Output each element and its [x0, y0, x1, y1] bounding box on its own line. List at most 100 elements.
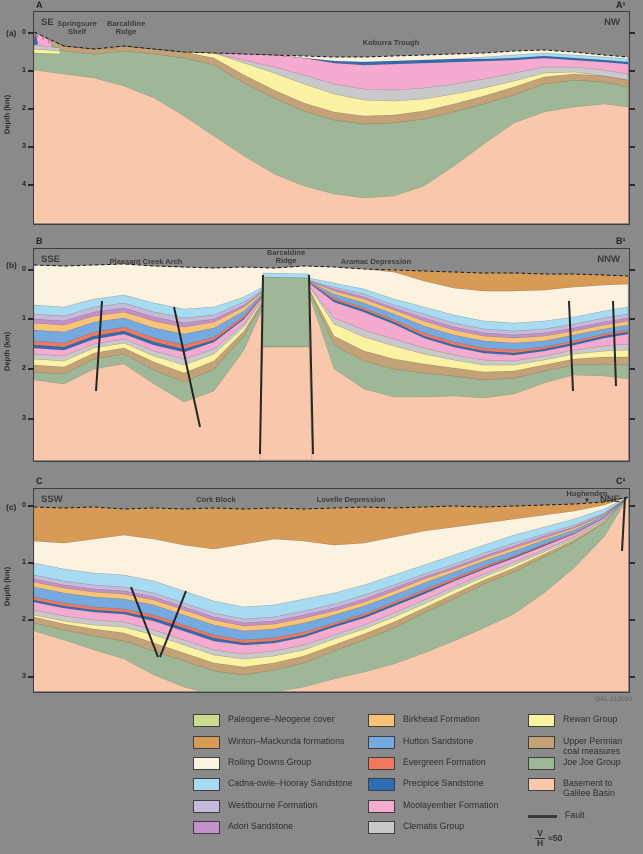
depth-axis-label-b: Depth (km) — [2, 331, 12, 372]
panel-tag-b: (b) — [6, 260, 17, 270]
legend-item-rewan: Rewan Group — [528, 714, 617, 727]
legend-label: Rewan Group — [563, 714, 618, 724]
depth-tick-mark — [28, 562, 34, 564]
depth-tick-mark — [629, 619, 635, 621]
depth-tick-mark — [28, 318, 34, 320]
legend-swatch-paleogene — [193, 714, 220, 727]
depth-tick-mark — [28, 368, 34, 370]
legend-label: Westbourne Formation — [228, 800, 318, 810]
depth-tick-mark — [28, 32, 34, 34]
depth-tick-mark — [28, 108, 34, 110]
transect-start-a: A — [36, 0, 43, 10]
legend-item-paleogene: Paleogene–Neogene cover — [193, 714, 335, 727]
geology-svg-b — [34, 249, 628, 460]
legend-label: Evergreen Formation — [403, 757, 486, 767]
legend-swatch-joe_joe — [528, 757, 555, 770]
legend-item-moolayember: Moolayember Formation — [368, 800, 498, 813]
legend-label: Upper Permian coal measures — [563, 736, 623, 756]
geology-svg-a — [34, 12, 628, 223]
legend-swatch-westbourne — [193, 800, 220, 813]
feature-label-koburra-trough: Koburra Trough — [362, 38, 420, 47]
legend-item-cadna: Cadna-owie–Hooray Sandstone — [193, 778, 353, 791]
direction-label-sse: SSE — [41, 254, 61, 265]
depth-tick-mark — [629, 32, 635, 34]
cross-section-c: SSW NNE Cork Block Lovelle Depression Hugh… — [33, 488, 630, 693]
direction-label-nne: NNE — [599, 494, 620, 505]
depth-tick-mark — [629, 676, 635, 678]
legend-item-birkhead: Birkhead Formation — [368, 714, 480, 727]
feature-label-lovelle-depression: Lovelle Depression — [316, 495, 386, 504]
depth-axis-label-c: Depth (km) — [2, 566, 12, 607]
legend-item-fault: Fault — [528, 810, 585, 821]
depth-tick-mark — [28, 146, 34, 148]
legend-label: Joe Joe Group — [563, 757, 621, 767]
legend-label: Fault — [565, 810, 585, 820]
depth-tick-mark — [629, 368, 635, 370]
depth-tick-label: 3 — [21, 671, 26, 680]
legend-swatch-rolling_downs — [193, 757, 220, 770]
cross-section-b: SSE NNW Pleasant Creek Arch Barcaldine Rid… — [33, 248, 630, 462]
legend-item-evergreen: Evergreen Formation — [368, 757, 486, 770]
legend-item-hutton: Hutton Sandstone — [368, 736, 473, 749]
legend-item-clematis: Clematis Group — [368, 821, 464, 834]
legend-label: Clematis Group — [403, 821, 465, 831]
transect-end-c: C¹ — [616, 476, 626, 486]
legend-label: Winton–Mackunda formations — [228, 736, 345, 746]
legend-swatch-winton — [193, 736, 220, 749]
feature-label-barcaldine-ridge: Barcaldine Ridge — [266, 248, 306, 265]
depth-tick-label: 4 — [21, 179, 26, 188]
transect-end-a: A¹ — [616, 0, 626, 10]
depth-tick-label: 1 — [21, 65, 26, 74]
legend-item-westbourne: Westbourne Formation — [193, 800, 317, 813]
geology-svg-c — [34, 489, 628, 691]
panel-tag-c: (c) — [6, 502, 17, 512]
scale-denominator: H — [537, 837, 544, 848]
legend-item-rolling_downs: Rolling Downs Group — [193, 757, 311, 770]
scale-numerator: V — [535, 829, 546, 839]
direction-label-se: SE — [41, 17, 54, 28]
depth-tick-mark — [629, 184, 635, 186]
legend-item-joe_joe: Joe Joe Group — [528, 757, 621, 770]
depth-tick-mark — [28, 184, 34, 186]
legend-label: Precipice Sandstone — [403, 778, 484, 788]
transect-start-c: C — [36, 476, 43, 486]
legend-label: Paleogene–Neogene cover — [228, 714, 335, 724]
legend-swatch-cadna — [193, 778, 220, 791]
legend-swatch-hutton — [368, 736, 395, 749]
legend-swatch-birkhead — [368, 714, 395, 727]
legend-item-precipice: Precipice Sandstone — [368, 778, 484, 791]
vertical-exaggeration-note: V H ≈50 — [535, 829, 562, 847]
depth-tick-mark — [629, 70, 635, 72]
figure-number: GAL-212020 — [595, 696, 632, 703]
cross-section-a: SE NW Springsure Shelf Barcaldine Ridge Kobu… — [33, 11, 630, 225]
feature-label-hughenden: Hughenden ▼ — [566, 489, 608, 504]
depth-tick-mark — [28, 269, 34, 271]
legend-item-winton: Winton–Mackunda formations — [193, 736, 344, 749]
depth-tick-mark — [629, 562, 635, 564]
fault-line-symbol — [528, 815, 557, 818]
depth-tick-mark — [629, 318, 635, 320]
legend-label: Moolayember Formation — [403, 800, 499, 810]
depth-axis-label-a: Depth (km) — [2, 94, 12, 135]
panel-tag-a: (a) — [6, 28, 17, 38]
depth-tick-mark — [629, 146, 635, 148]
depth-tick-mark — [629, 108, 635, 110]
transect-end-b: B¹ — [616, 236, 626, 246]
legend-swatch-upper_permian — [528, 736, 555, 749]
depth-tick-mark — [28, 619, 34, 621]
legend-swatch-rewan — [528, 714, 555, 727]
feature-label-aramac-depression: Aramac Depression — [340, 257, 412, 266]
legend-swatch-clematis — [368, 821, 395, 834]
feature-label-cork-block: Cork Block — [196, 495, 236, 504]
legend-item-basement: Basement to Galilee Basin — [528, 778, 615, 798]
depth-tick-label: 3 — [21, 413, 26, 422]
depth-tick-label: 2 — [21, 363, 26, 372]
direction-label-nw: NW — [604, 17, 620, 28]
legend-item-upper_permian: Upper Permian coal measures — [528, 736, 622, 756]
direction-label-nnw: NNW — [597, 254, 620, 265]
depth-tick-mark — [629, 505, 635, 507]
depth-tick-mark — [629, 269, 635, 271]
legend-label: Rolling Downs Group — [228, 757, 312, 767]
